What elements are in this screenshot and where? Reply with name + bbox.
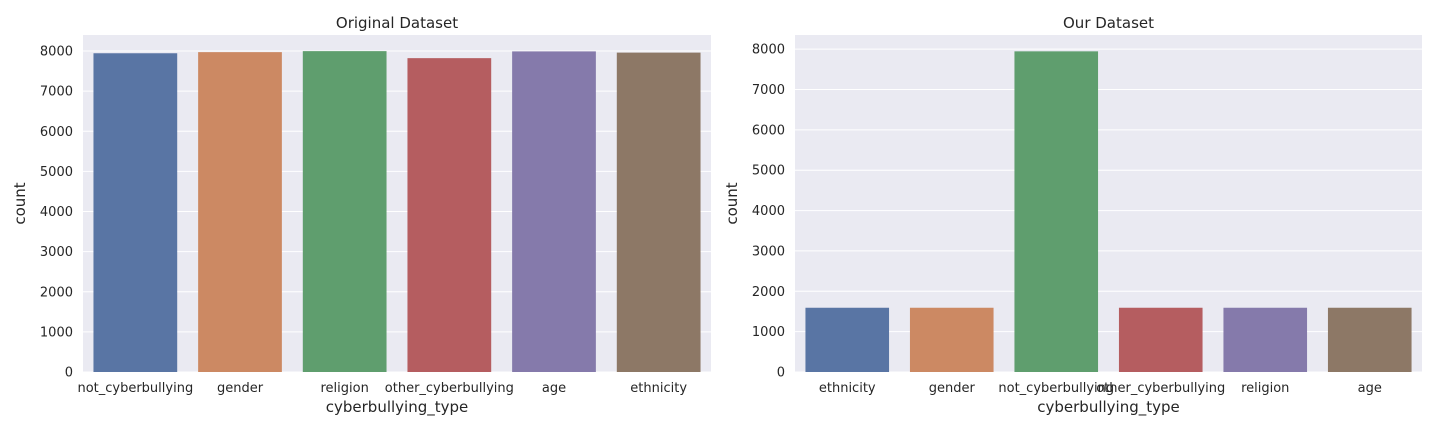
y-tick-label: 5000 xyxy=(40,165,73,180)
x-tick-label: other_cyberbullying xyxy=(1096,381,1225,396)
bar-religion xyxy=(1223,307,1308,372)
chart-title: Original Dataset xyxy=(336,14,458,32)
bar-gender xyxy=(198,52,282,373)
bar-ethnicity xyxy=(805,307,890,372)
y-tick-label: 6000 xyxy=(40,125,73,140)
x-tick-label: not_cyberbullying xyxy=(998,381,1114,396)
y-tick-label: 6000 xyxy=(752,123,785,138)
y-tick-label: 3000 xyxy=(40,245,73,260)
y-tick-label: 2000 xyxy=(752,285,785,300)
x-tick-label: gender xyxy=(217,381,264,396)
y-tick-label: 1000 xyxy=(40,325,73,340)
chart-original-dataset: Original Dataset cyberbullying_type coun… xyxy=(11,14,711,417)
x-tick-label: ethnicity xyxy=(819,381,876,396)
y-tick-label: 8000 xyxy=(40,45,73,60)
y-tick-label: 0 xyxy=(777,366,785,381)
chart-our-dataset: Our Dataset cyberbullying_type count 0 10… xyxy=(723,14,1422,417)
bar-not-cyberbullying xyxy=(1014,51,1099,372)
plot-area xyxy=(795,35,1422,373)
chart-title: Our Dataset xyxy=(1063,14,1154,32)
bar-age xyxy=(1327,307,1412,372)
bar-religion xyxy=(302,51,387,372)
x-axis-label: cyberbullying_type xyxy=(1037,398,1180,417)
y-tick-label: 7000 xyxy=(40,85,73,100)
y-tick-label: 7000 xyxy=(752,83,785,98)
y-tick-label: 3000 xyxy=(752,244,785,259)
y-axis-label: count xyxy=(11,182,29,224)
bar-other-cyberbullying xyxy=(1118,307,1203,372)
y-tick-label: 4000 xyxy=(752,204,785,219)
y-tick-label: 0 xyxy=(65,366,73,381)
y-tick-label: 4000 xyxy=(40,205,73,220)
y-tick-label: 1000 xyxy=(752,325,785,340)
x-tick-label: religion xyxy=(320,381,368,396)
bar-age xyxy=(512,51,596,373)
x-tick-label: age xyxy=(542,381,566,396)
y-tick-label: 8000 xyxy=(752,43,785,58)
y-axis-label: count xyxy=(723,182,741,224)
x-axis-label: cyberbullying_type xyxy=(326,398,469,417)
bar-other-cyberbullying xyxy=(407,58,492,373)
x-tick-label: gender xyxy=(929,381,976,396)
plot-background xyxy=(795,35,1422,372)
x-tick-label: not_cyberbullying xyxy=(77,381,193,396)
x-tick-label: other_cyberbullying xyxy=(385,381,514,396)
x-tick-label: age xyxy=(1358,381,1382,396)
x-tick-label: ethnicity xyxy=(630,381,687,396)
bar-gender xyxy=(909,307,994,372)
bar-ethnicity xyxy=(616,52,701,372)
y-tick-label: 5000 xyxy=(752,164,785,179)
y-tick-label: 2000 xyxy=(40,285,73,300)
x-tick-label: religion xyxy=(1241,381,1289,396)
bar-not-cyberbullying xyxy=(93,53,178,373)
plot-area xyxy=(83,35,711,373)
